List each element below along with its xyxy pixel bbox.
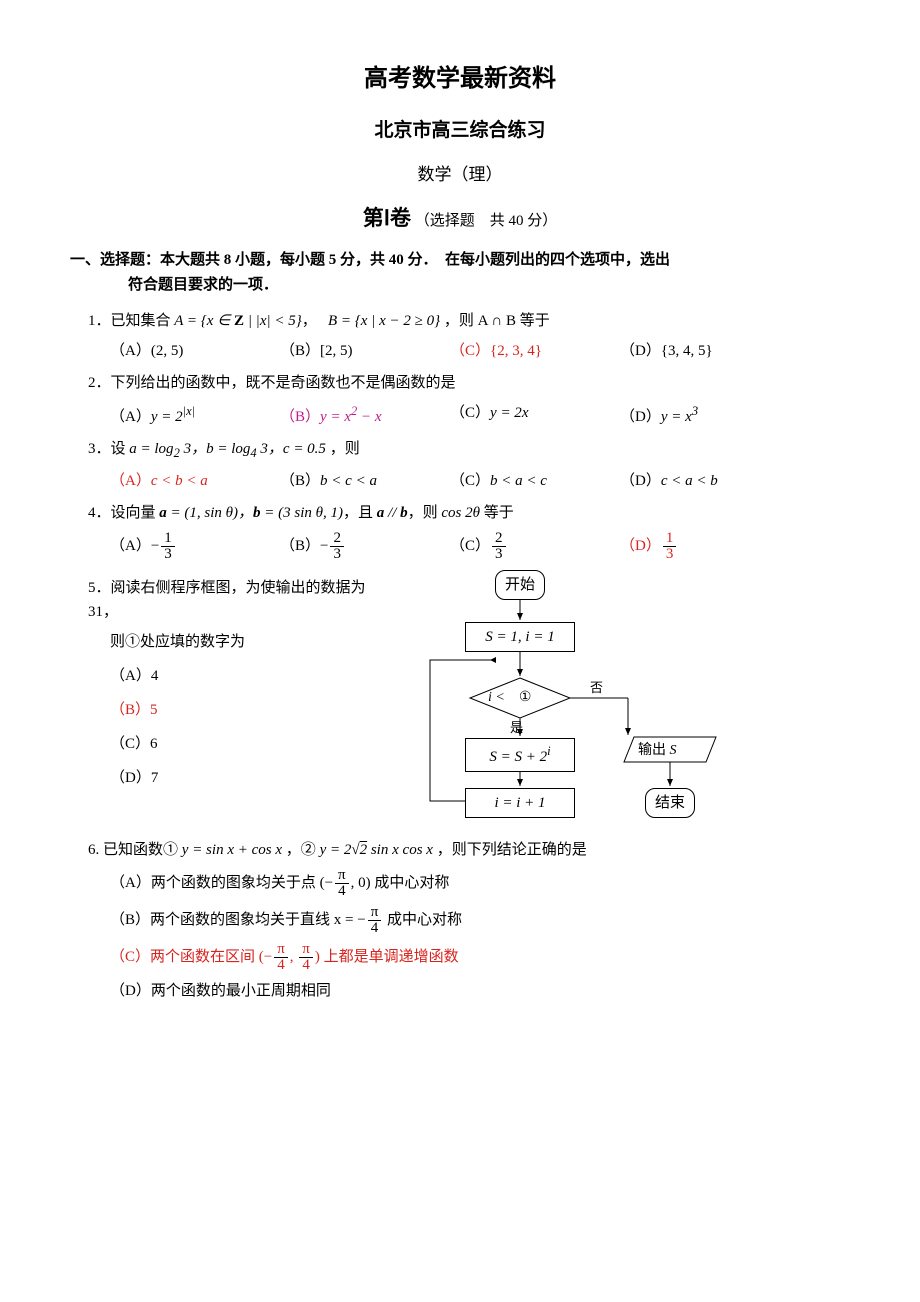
q6-prefix: 6. 已知函数① <box>88 842 182 858</box>
q2-opt-c: （C）y = 2x <box>450 401 620 429</box>
fc-step2: i = i + 1 <box>465 788 575 818</box>
title-sub2: 数学（理） <box>70 161 850 188</box>
q6-suffix: ，则下列结论正确的是 <box>437 842 587 858</box>
instr-line2: 符合题目要求的一项． <box>70 273 850 299</box>
q5-stem-l2: 则①处应填的数字为 <box>110 630 390 654</box>
q4-opt-c: （C）23 <box>450 531 620 562</box>
q1-options: （A）(2, 5) （B）[2, 5) （C）{2, 3, 4} （D）{3, … <box>110 339 850 363</box>
q4-a-num: 1 <box>161 531 175 547</box>
q4-c-num: 2 <box>492 531 506 547</box>
q5-opt-c: （C）6 <box>110 732 390 756</box>
q3-opt-d: （D）c < a < b <box>620 469 790 493</box>
q6-b-num: π <box>368 905 382 921</box>
q6-a-den: 4 <box>335 884 349 899</box>
q1-opt-c: （C）{2, 3, 4} <box>450 339 620 363</box>
part-label: 第Ⅰ卷 <box>363 206 411 230</box>
fc-yes: 是 <box>510 718 523 739</box>
q4-d-den: 3 <box>663 547 677 562</box>
title-sub1: 北京市高三综合练习 <box>70 116 850 146</box>
q6-b-pre: （B）两个函数的图象均关于直线 x = − <box>110 912 366 928</box>
q6-a-pre: （A）两个函数的图象均关于点 (− <box>110 875 333 891</box>
q5-left: 5．阅读右侧程序框图，为使输出的数据为 31， 则①处应填的数字为 （A）4 （… <box>70 570 390 800</box>
title-main: 高考数学最新资料 <box>70 60 850 98</box>
q6-b-post: 成中心对称 <box>383 912 462 928</box>
question-5: 5．阅读右侧程序框图，为使输出的数据为 31， 则①处应填的数字为 （A）4 （… <box>70 570 850 830</box>
q3-suffix: ，则 <box>330 441 360 457</box>
q1-suffix: ，则 A ∩ B 等于 <box>444 313 550 329</box>
q6-opt-c: （C）两个函数在区间 (−π4, π4) 上都是单调递增函数 <box>110 942 850 973</box>
fc-init: S = 1, i = 1 <box>465 622 575 652</box>
q6-a-post: , 0) 成中心对称 <box>351 875 450 891</box>
q1-prefix: 1．已知集合 <box>88 313 174 329</box>
q4-options: （A）−13 （B）−23 （C）23 （D）13 <box>110 531 850 562</box>
q2-opt-d: （D）y = x3 <box>620 401 790 429</box>
q5-opt-b: （B）5 <box>110 698 390 722</box>
q1-opt-d: （D）{3, 4, 5} <box>620 339 790 363</box>
instr-line1: 一、选择题：本大题共 8 小题，每小题 5 分，共 40 分． 在每小题列出的四… <box>70 252 670 268</box>
question-2: 2．下列给出的函数中，既不是奇函数也不是偶函数的是 （A）y = 2|x| （B… <box>70 371 850 429</box>
q6-opt-a: （A）两个函数的图象均关于点 (−π4, 0) 成中心对称 <box>110 868 850 899</box>
q3-stem: 3．设 a = log2 3，b = log4 3，c = 0.5 ，则 <box>88 437 850 463</box>
q4-prefix: 4．设向量 <box>88 505 159 521</box>
q3-opt-b: （B）b < c < a <box>280 469 450 493</box>
q2-opt-a: （A）y = 2|x| <box>110 401 280 429</box>
q6-a-num: π <box>335 868 349 884</box>
q2-stem: 2．下列给出的函数中，既不是奇函数也不是偶函数的是 <box>88 371 850 395</box>
q6-c-num2: π <box>299 942 313 958</box>
question-6: 6. 已知函数① y = sin x + cos x ，② y = 2√2 si… <box>70 838 850 1003</box>
q6-mid: ，② <box>286 842 320 858</box>
q3-options: （A）c < b < a （B）b < c < a （C）b < a < c （… <box>110 469 850 493</box>
q6-b-den: 4 <box>368 921 382 936</box>
q1-opt-b: （B）[2, 5) <box>280 339 450 363</box>
q3-prefix: 3．设 <box>88 441 129 457</box>
fc-output: 输出 S <box>638 740 677 762</box>
q6-opt-b: （B）两个函数的图象均关于直线 x = −π4 成中心对称 <box>110 905 850 936</box>
q4-a-den: 3 <box>161 547 175 562</box>
q2-opt-b: （B）y = x2 − x <box>280 401 450 429</box>
fc-start: 开始 <box>495 570 545 600</box>
q6-c-den2: 4 <box>299 958 313 973</box>
flowchart-svg <box>390 570 790 830</box>
q4-opt-a: （A）−13 <box>110 531 280 562</box>
q4-b-den: 3 <box>330 547 344 562</box>
q1-opt-a: （A）(2, 5) <box>110 339 280 363</box>
q5-opt-a: （A）4 <box>110 664 390 688</box>
title-part: 第Ⅰ卷 （选择题 共 40 分） <box>70 202 850 236</box>
fc-cond: i < ① <box>488 687 531 709</box>
question-3: 3．设 a = log2 3，b = log4 3，c = 0.5 ，则 （A）… <box>70 437 850 493</box>
q3-opt-a: （A）c < b < a <box>110 469 280 493</box>
q5-stem-l1: 5．阅读右侧程序框图，为使输出的数据为 31， <box>88 576 390 624</box>
part-detail: （选择题 共 40 分） <box>415 213 558 229</box>
q6-opt-d: （D）两个函数的最小正周期相同 <box>110 979 850 1003</box>
q6-options: （A）两个函数的图象均关于点 (−π4, 0) 成中心对称 （B）两个函数的图象… <box>70 868 850 1003</box>
q1-stem: 1．已知集合 A = {x ∈ Z | |x| < 5}， B = {x | x… <box>88 309 850 333</box>
q3-opt-c: （C）b < a < c <box>450 469 620 493</box>
question-4: 4．设向量 a = (1, sin θ)，b = (3 sin θ, 1)，且 … <box>70 501 850 562</box>
question-1: 1．已知集合 A = {x ∈ Z | |x| < 5}， B = {x | x… <box>70 309 850 363</box>
q4-stem: 4．设向量 a = (1, sin θ)，b = (3 sin θ, 1)，且 … <box>88 501 850 525</box>
section-instructions: 一、选择题：本大题共 8 小题，每小题 5 分，共 40 分． 在每小题列出的四… <box>70 248 850 299</box>
flowchart: 开始 S = 1, i = 1 i < ① 是 否 S = S + 2i i =… <box>390 570 850 830</box>
q6-c-post: ) 上都是单调递增函数 <box>315 949 459 965</box>
q4-b-num: 2 <box>330 531 344 547</box>
fc-step1: S = S + 2i <box>465 738 575 772</box>
q6-stem: 6. 已知函数① y = sin x + cos x ，② y = 2√2 si… <box>88 838 850 862</box>
q5-opt-d: （D）7 <box>110 766 390 790</box>
q6-c-den1: 4 <box>274 958 288 973</box>
fc-end: 结束 <box>645 788 695 818</box>
q2-options: （A）y = 2|x| （B）y = x2 − x （C）y = 2x （D）y… <box>110 401 850 429</box>
q4-opt-b: （B）−23 <box>280 531 450 562</box>
q4-d-num: 1 <box>663 531 677 547</box>
q6-c-num1: π <box>274 942 288 958</box>
fc-no: 否 <box>590 678 603 699</box>
q4-c-den: 3 <box>492 547 506 562</box>
q4-opt-d: （D）13 <box>620 531 790 562</box>
fc-output-label: 输出 <box>638 743 670 758</box>
q6-c-mid: , <box>290 949 298 965</box>
q6-c-pre: （C）两个函数在区间 (− <box>110 949 272 965</box>
q5-options: （A）4 （B）5 （C）6 （D）7 <box>70 664 390 790</box>
